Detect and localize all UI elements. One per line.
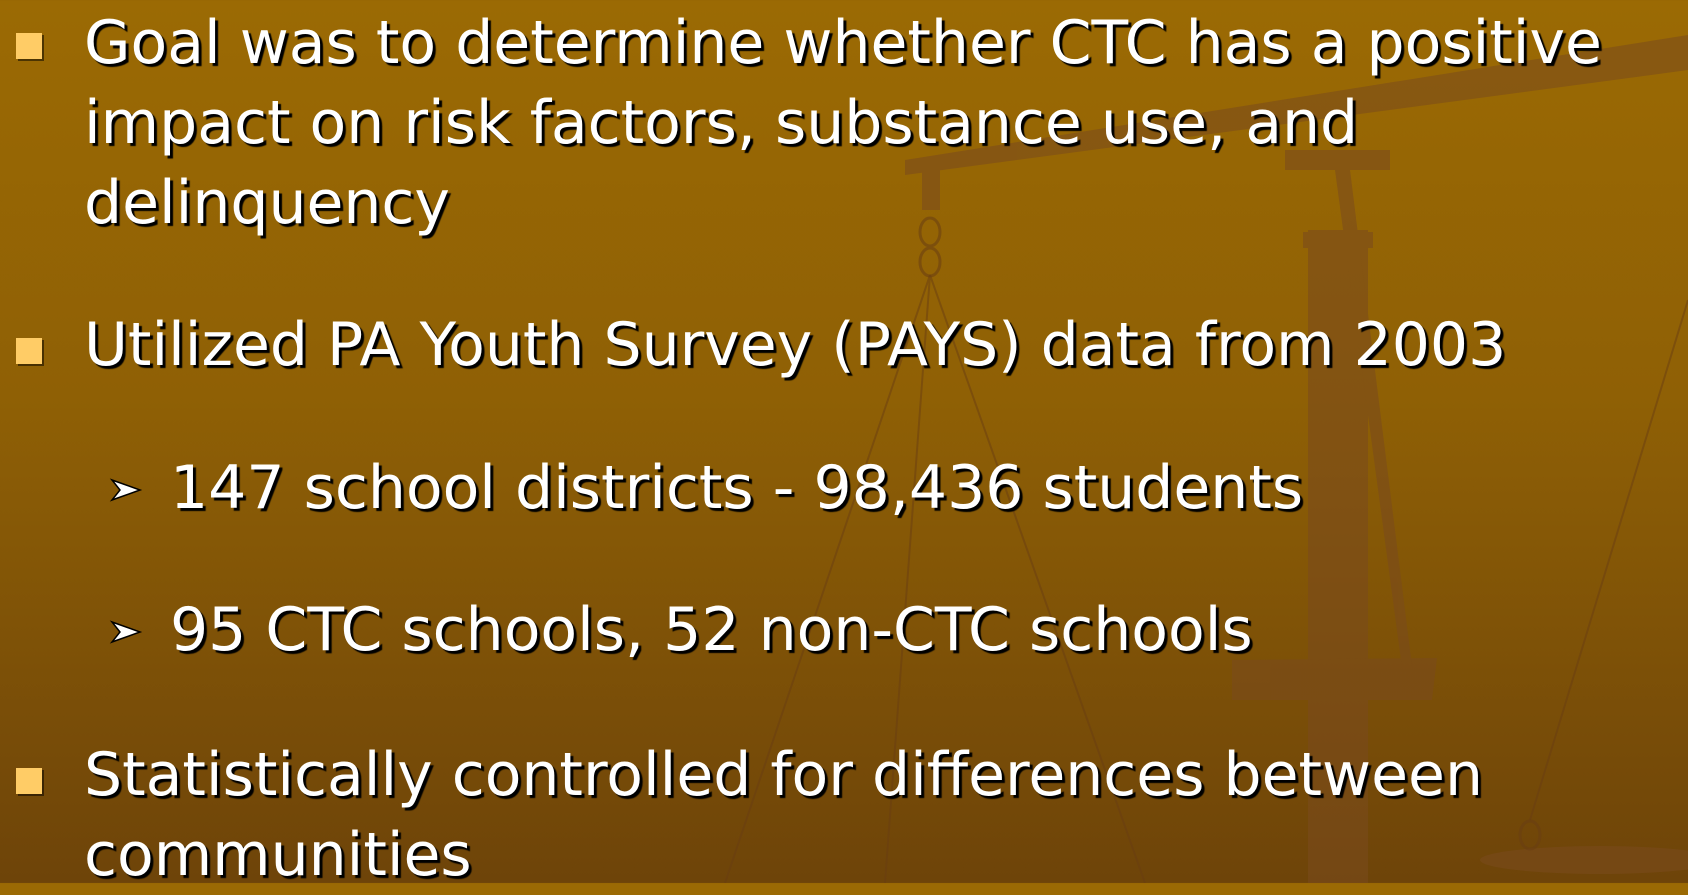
- bullet-text: Utilized PA Youth Survey (PAYS) data fro…: [84, 305, 1684, 385]
- sub-bullet-arrow: [108, 476, 144, 504]
- sub-bullet-text: 147 school districts - 98,436 students: [170, 448, 1670, 528]
- bullet-text: Statistically controlled for differences…: [84, 735, 1684, 895]
- bullet-square: [16, 33, 42, 59]
- sub-bullet-arrow: [108, 618, 144, 646]
- bullet-square: [16, 768, 42, 794]
- sub-bullet-text: 95 CTC schools, 52 non-CTC schools: [170, 590, 1670, 670]
- bullet-square: [16, 338, 42, 364]
- bullet-text: Goal was to determine whether CTC has a …: [84, 3, 1684, 243]
- slide: Goal was to determine whether CTC has a …: [0, 0, 1688, 883]
